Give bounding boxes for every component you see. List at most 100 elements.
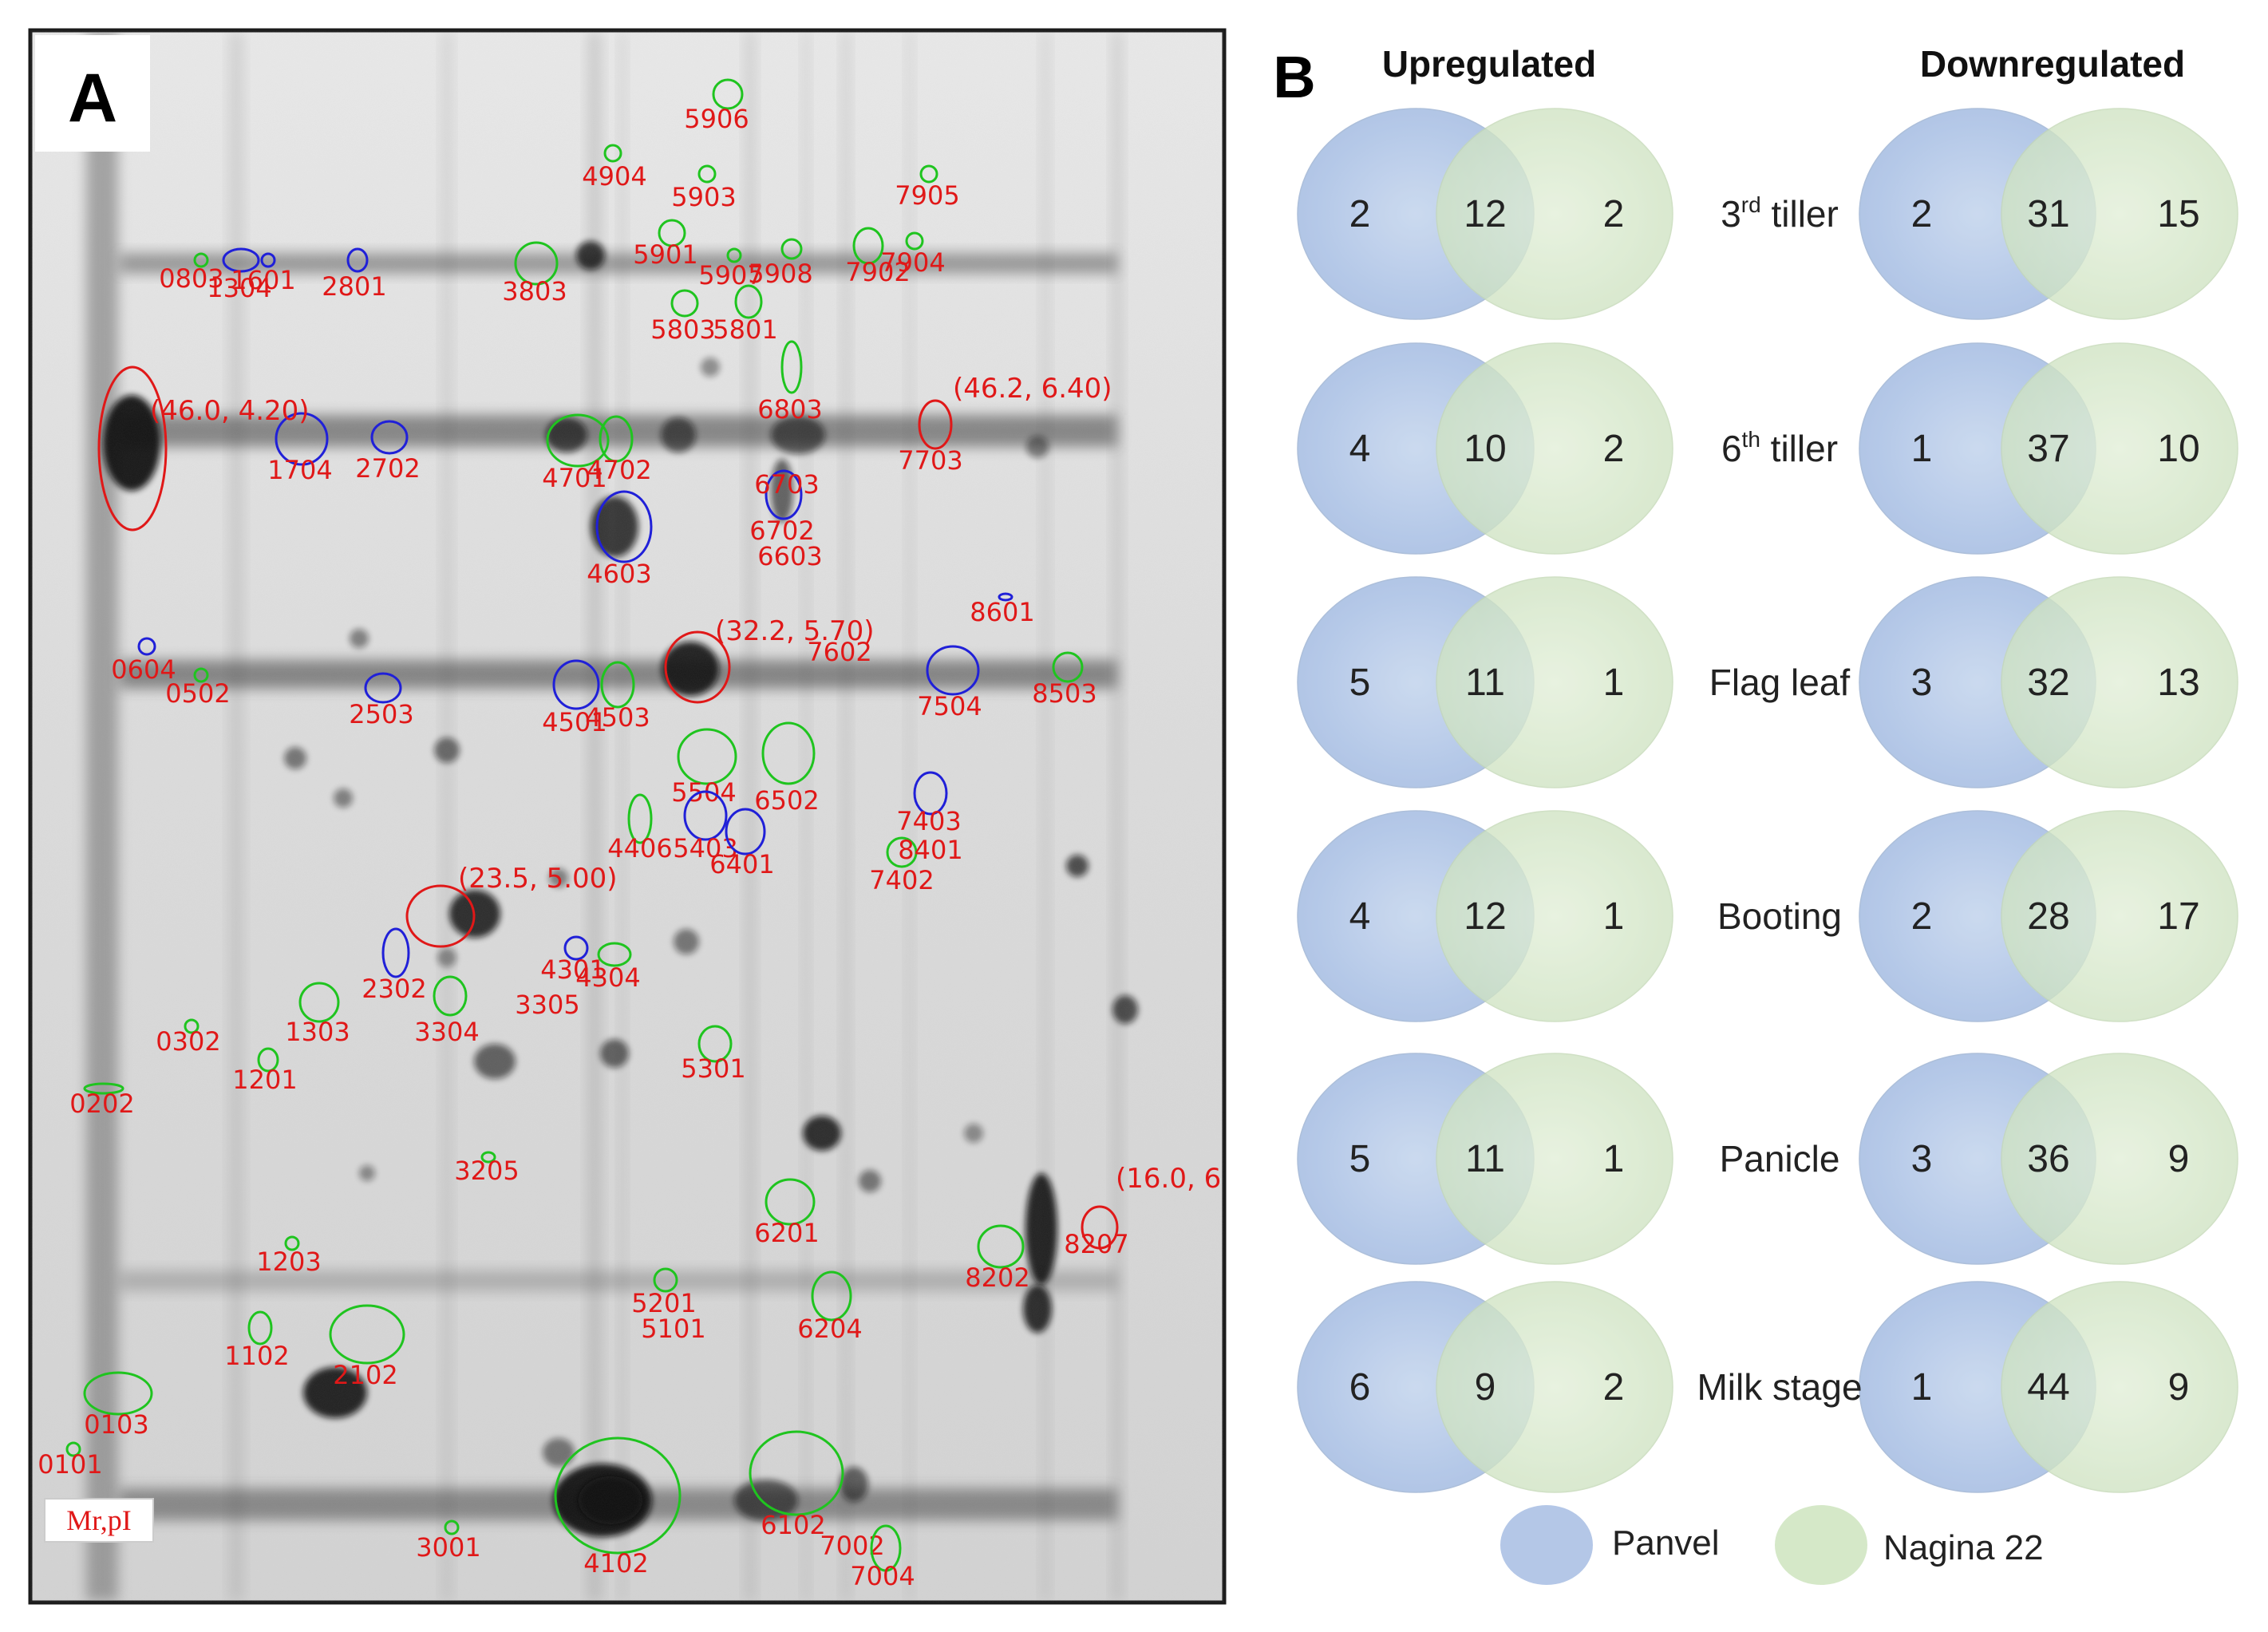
venn-count-panvel-only: 2 [1911,895,1933,938]
gel-spot-6702: 6702 [749,516,814,546]
venn-stage-label: 3rd tiller [1721,192,1839,235]
gel-spot-circle [284,1235,300,1251]
gel-spot-circle [603,144,622,163]
venn-up: 4 10 2 [1297,342,1673,555]
gel-spot-5504: 5504 [671,728,737,808]
gel-spot-label: 2503 [349,699,413,729]
gel-spot-circle [886,836,918,868]
gel-spot-label: 1704 [267,455,332,485]
venn-count-panvel-only: 1 [1911,428,1933,470]
gel-spot-label: 3205 [454,1156,519,1186]
gel-spot-circle [1052,651,1084,683]
venn-circle-nagina [1436,810,1673,1022]
gel-spot-label: 0604 [111,654,176,685]
gel-spot-label: 8503 [1032,678,1096,709]
venn-count-nagina-only: 1 [1603,662,1625,704]
gel-spot-label: 7602 [807,637,871,667]
gel-spot-circle [563,935,589,961]
gel-spot-label: 2801 [322,271,386,302]
gel-spot-circle [381,927,410,978]
marker-label: (16.0, 6 [1116,1163,1221,1195]
gel-spot-label: 6201 [754,1218,819,1248]
gel-spot-circle [852,227,884,265]
gel-spot-0803: 0803 [159,252,224,294]
gel-spot-label: 7403 [896,806,961,836]
gel-spot-circle [193,667,209,683]
gel-spot-label: 5906 [684,104,749,134]
venn-down: 3 36 9 [1859,1053,2238,1265]
gel-spot-6204: 6204 [797,1270,863,1344]
gel-spot-0101: 0101 [38,1441,103,1480]
gel-spot-6502: 6502 [754,721,820,816]
gel-spot-label: 4301 [540,954,605,985]
mr-pi-box [44,1498,154,1543]
gel-spot-3803: 3803 [502,241,567,306]
gel-spot-6803: 6803 [757,340,823,425]
gel-spot-5801: 5801 [713,284,778,345]
gel-spot-0202: 0202 [69,1082,135,1119]
mw-pi-marker: (46.0, 4.20) [97,366,310,531]
gel-spot-circle [677,728,737,785]
venn-circle-nagina [2001,342,2238,555]
venn-count-nagina-only: 2 [1603,193,1625,235]
gel-spot-label: 1304 [207,273,271,303]
venn-count-shared: 9 [1475,1366,1496,1409]
venn-stage-label: 6th tiller [1721,427,1838,469]
gel-spot-1102: 1102 [224,1310,290,1371]
mw-pi-marker: (46.2, 6.40) [953,373,1112,405]
venn-count-nagina-only: 2 [1603,428,1625,470]
gel-spot-circle [913,771,948,816]
gel-spot-8401: 8401 [886,835,963,868]
gel-spot-7504: 7504 [917,645,982,721]
gel-spot-1303: 1303 [285,982,350,1047]
venn-circle-nagina [1436,108,1673,320]
gel-spot-circle [734,284,763,319]
venn-count-nagina-only: 17 [2157,895,2199,938]
gel-spot-circle [480,1151,496,1164]
gel-spot-5101: 5101 [641,1314,705,1344]
panel-a-letter: A [68,60,117,136]
venn-up: 5 11 1 [1297,1053,1673,1265]
gel-spot-circle [546,413,610,468]
venn-circle-nagina [2001,576,2238,788]
gel-spot-label: 4701 [542,463,607,493]
gel-spot-0302: 0302 [156,1018,221,1057]
marker-label: (46.0, 4.20) [150,395,310,427]
venn-count-nagina-only: 15 [2157,193,2199,235]
gel-spot-circle [444,1519,460,1535]
gel-spot-label: 0302 [156,1026,220,1057]
gel-spot-4102: 4102 [554,1436,682,1579]
gel-spot-4304: 4304 [575,942,641,993]
gel-spot-5901: 5901 [633,219,698,270]
gel-spot-circle [1081,1205,1119,1250]
venn-stage-label: Booting [1717,895,1842,937]
gel-spot-label: 2302 [362,974,426,1004]
gel-spot-8601: 8601 [970,592,1035,627]
gel-spot-1304: 1304 [207,247,272,303]
venn-count-nagina-only: 9 [2168,1138,2190,1180]
venn-down: 2 31 15 [1859,108,2238,320]
gel-spot-label: 2102 [333,1360,397,1390]
gel-spot-circle [919,164,938,184]
gel-spot-0502: 0502 [165,667,231,709]
venn-count-shared: 37 [2027,428,2069,470]
gel-spot-0103: 0103 [83,1371,153,1440]
gel-spot-label: 4904 [582,161,646,192]
venn-down: 1 37 10 [1859,342,2238,555]
gel-spot-circle [780,340,803,394]
venn-count-panvel-only: 4 [1349,895,1371,938]
gel-spot-label: 8202 [965,1263,1029,1293]
venn-count-panvel-only: 5 [1349,1138,1371,1180]
gel-spot-circle [83,1371,153,1416]
gel-spot-circle [65,1441,81,1457]
gel-spot-label: 0101 [38,1449,102,1480]
venn-count-panvel-only: 1 [1911,1366,1933,1409]
gel-spot-7905: 7905 [895,164,960,211]
gel-spot-5803: 5803 [650,289,716,345]
gel-spot-1704: 1704 [267,412,333,485]
venn-count-nagina-only: 1 [1603,895,1625,938]
gel-spot-circle [193,252,209,268]
gel-spot-label: 3305 [515,990,579,1020]
